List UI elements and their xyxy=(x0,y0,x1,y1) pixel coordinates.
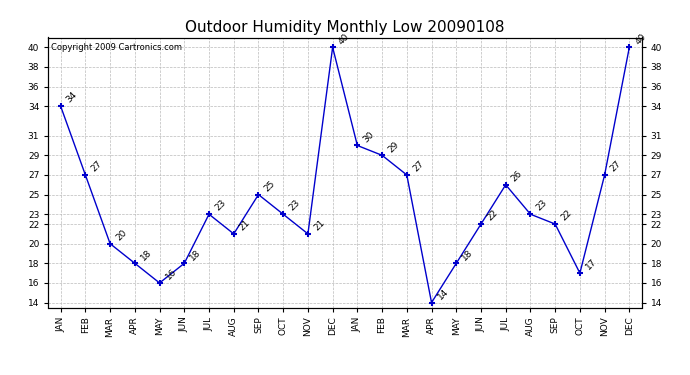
Text: 17: 17 xyxy=(584,257,598,272)
Text: Copyright 2009 Cartronics.com: Copyright 2009 Cartronics.com xyxy=(51,43,182,52)
Text: 26: 26 xyxy=(510,169,524,183)
Text: 30: 30 xyxy=(362,130,376,144)
Text: 23: 23 xyxy=(535,198,549,213)
Text: 40: 40 xyxy=(633,32,648,46)
Text: 18: 18 xyxy=(139,248,153,262)
Text: 27: 27 xyxy=(90,159,104,174)
Text: 34: 34 xyxy=(65,90,79,105)
Text: 40: 40 xyxy=(337,32,351,46)
Text: 29: 29 xyxy=(386,140,401,154)
Text: 18: 18 xyxy=(460,248,475,262)
Text: 21: 21 xyxy=(312,218,326,232)
Text: 27: 27 xyxy=(609,159,623,174)
Text: 23: 23 xyxy=(287,198,302,213)
Text: 22: 22 xyxy=(560,209,573,223)
Text: 16: 16 xyxy=(164,267,178,282)
Text: 21: 21 xyxy=(238,218,253,232)
Text: 22: 22 xyxy=(485,209,500,223)
Text: 20: 20 xyxy=(115,228,129,242)
Text: 14: 14 xyxy=(435,287,450,301)
Text: 27: 27 xyxy=(411,159,426,174)
Text: 23: 23 xyxy=(213,198,228,213)
Text: 18: 18 xyxy=(188,248,203,262)
Text: 25: 25 xyxy=(263,179,277,193)
Title: Outdoor Humidity Monthly Low 20090108: Outdoor Humidity Monthly Low 20090108 xyxy=(185,20,505,35)
